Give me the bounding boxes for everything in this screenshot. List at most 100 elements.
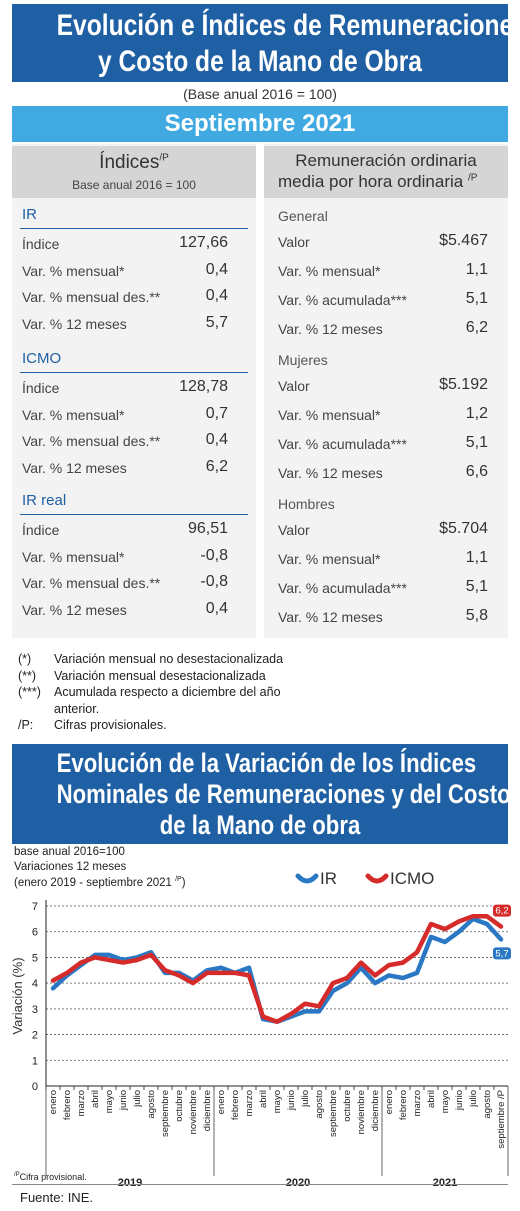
indices-base: Base anual 2016 = 100 bbox=[72, 178, 196, 192]
indices-row-value: -0,8 bbox=[200, 546, 228, 564]
remuneracion-title-2-wrap: media por hora ordinaria /P bbox=[278, 172, 508, 192]
x-tick-label: mayo bbox=[440, 1090, 451, 1113]
chart-title-banner: Evolución de la Variación de los Índices… bbox=[12, 744, 511, 844]
remuneracion-sup: /P bbox=[467, 172, 478, 184]
indices-row-value: 0,4 bbox=[205, 260, 228, 278]
indices-row-label: Var. % mensual des.** bbox=[22, 575, 161, 591]
remuneracion-panel bbox=[264, 144, 508, 638]
indices-row-label: Var. % mensual* bbox=[22, 548, 125, 565]
x-tick-label: mayo bbox=[104, 1090, 115, 1113]
base-note: (Base anual 2016 = 100) bbox=[183, 86, 337, 102]
remuneracion-row-value: $5.467 bbox=[439, 232, 488, 249]
indices-header: Índices/P Base anual 2016 = 100 bbox=[12, 146, 256, 198]
indices-row-label: Var. % mensual* bbox=[22, 262, 125, 279]
chart-title-line-1: Evolución de la Variación de los Índices bbox=[56, 748, 477, 778]
x-tick-label: marzo bbox=[412, 1090, 423, 1116]
title-line-2: y Costo de la Mano de Obra bbox=[98, 45, 422, 78]
x-tick-label: septiembre bbox=[328, 1090, 339, 1137]
remuneracion-header: Remuneración ordinaria media por hora or… bbox=[264, 146, 508, 198]
remuneracion-section-title: Hombres bbox=[278, 496, 335, 512]
x-tick-label: agosto bbox=[146, 1090, 157, 1119]
indices-row-label: Índice bbox=[22, 380, 60, 396]
y-axis-label: Variación (%) bbox=[10, 957, 25, 1034]
x-tick-label: septiembre bbox=[160, 1090, 171, 1137]
x-tick-label: junio bbox=[118, 1090, 129, 1111]
indices-row-value: 128,78 bbox=[179, 378, 228, 395]
remuneracion-row-value: 6,2 bbox=[465, 319, 488, 336]
x-tick-label: julio bbox=[132, 1090, 143, 1108]
indices-row-value: 6,2 bbox=[205, 457, 228, 475]
remuneracion-row-value: 6,6 bbox=[465, 463, 488, 480]
remuneracion-row-value: 1,1 bbox=[465, 549, 488, 566]
chart-subtitle: Variaciones 12 meses bbox=[14, 861, 127, 873]
x-tick-label: octubre bbox=[174, 1090, 185, 1122]
indices-row-value: -0,8 bbox=[200, 573, 228, 590]
remuneracion-row-label: Var. % acumulada*** bbox=[278, 292, 407, 308]
indices-row-label: Índice bbox=[22, 236, 60, 252]
year-label: 2021 bbox=[433, 1177, 457, 1188]
remuneracion-row-label: Var. % acumulada*** bbox=[278, 580, 407, 596]
remuneracion-row-value: 5,1 bbox=[465, 290, 488, 307]
x-tick-label: agosto bbox=[482, 1090, 493, 1119]
remuneracion-row-label: Valor bbox=[278, 522, 310, 538]
remuneracion-row-value: 1,1 bbox=[465, 261, 488, 278]
remuneracion-row-label: Valor bbox=[278, 234, 310, 250]
indices-row-value: 0,7 bbox=[205, 404, 228, 422]
indices-row-label: Var. % 12 meses bbox=[22, 601, 127, 618]
indices-row-value: 96,51 bbox=[187, 520, 228, 537]
y-tick-label: 4 bbox=[32, 978, 38, 990]
remuneracion-title-2: media por hora ordinaria bbox=[278, 172, 464, 191]
indices-title-wrap: Índices/P bbox=[12, 152, 256, 174]
year-label: 2020 bbox=[286, 1177, 310, 1188]
x-tick-label: abril bbox=[258, 1090, 269, 1108]
remuneracion-row-label: Var. % 12 meses bbox=[278, 321, 383, 337]
y-tick-label: 3 bbox=[32, 1004, 38, 1016]
y-tick-label: 2 bbox=[32, 1030, 38, 1042]
section-divider bbox=[20, 228, 248, 229]
indices-section-title: ICMO bbox=[22, 350, 62, 367]
year-label: 2019 bbox=[118, 1177, 142, 1188]
x-tick-label: noviembre bbox=[188, 1090, 199, 1134]
series-line-icmo bbox=[50, 914, 504, 1024]
x-tick-label: octubre bbox=[342, 1090, 353, 1122]
indices-row-label: Var. % mensual* bbox=[22, 406, 125, 423]
remuneracion-row-value: 5,8 bbox=[465, 607, 488, 624]
x-tick-label: marzo bbox=[244, 1090, 255, 1116]
chart-period-wrap: (enero 2019 - septiembre 2021 /P) bbox=[14, 876, 186, 889]
legend-swatch-ir bbox=[295, 873, 319, 884]
indices-title: Índices bbox=[99, 152, 160, 173]
remuneracion-row-label: Var. % 12 meses bbox=[278, 609, 383, 625]
indices-row-label: Var. % mensual des.** bbox=[22, 289, 161, 305]
x-tick-label: febrero bbox=[62, 1090, 73, 1120]
remuneracion-row-value: 5,1 bbox=[465, 434, 488, 451]
remuneracion-row-label: Var. % mensual* bbox=[278, 551, 381, 567]
chart-period: (enero 2019 - septiembre 2021 bbox=[14, 876, 172, 889]
chart-footnote-sup: /P bbox=[14, 1172, 20, 1178]
y-tick-label: 1 bbox=[32, 1055, 38, 1067]
legend-label-icmo: ICMO bbox=[390, 869, 434, 888]
y-tick-label: 5 bbox=[32, 952, 38, 964]
x-tick-label: febrero bbox=[230, 1090, 241, 1120]
x-tick-label: noviembre bbox=[356, 1090, 367, 1134]
section-divider bbox=[20, 372, 248, 373]
y-tick-label: 6 bbox=[32, 927, 38, 939]
note-mark: (**) bbox=[18, 668, 37, 683]
note-text: Variación mensual desestacionalizada bbox=[54, 668, 266, 683]
remuneracion-row-value: $5.192 bbox=[439, 376, 488, 393]
remuneracion-row-value: $5.704 bbox=[439, 520, 488, 537]
indices-row-label: Var. % 12 meses bbox=[22, 315, 127, 332]
indices-section-title: IR bbox=[22, 206, 37, 223]
period-banner: Septiembre 2021 bbox=[12, 106, 508, 142]
indices-sup: /P bbox=[159, 152, 169, 164]
remuneracion-row-label: Var. % 12 meses bbox=[278, 465, 383, 481]
note-mark: (***) bbox=[18, 685, 41, 699]
indices-row-label: Var. % mensual des.** bbox=[22, 433, 161, 449]
chart-period-close: ) bbox=[181, 876, 186, 889]
remuneracion-section-title: Mujeres bbox=[278, 352, 328, 368]
remuneracion-title-1: Remuneración ordinaria bbox=[295, 151, 477, 170]
x-tick-label: agosto bbox=[314, 1090, 325, 1119]
note-mark: /P: bbox=[18, 718, 34, 732]
y-tick-label: 7 bbox=[32, 901, 38, 913]
x-tick-label: junio bbox=[454, 1090, 465, 1111]
